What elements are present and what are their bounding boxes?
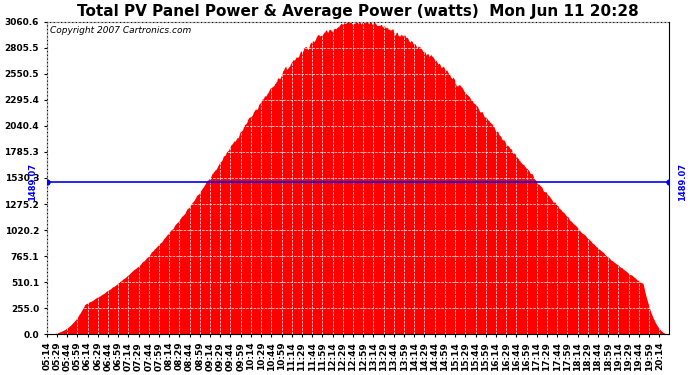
Title: Total PV Panel Power & Average Power (watts)  Mon Jun 11 20:28: Total PV Panel Power & Average Power (wa… (77, 4, 639, 19)
Text: 1489.07: 1489.07 (28, 163, 37, 201)
Text: Copyright 2007 Cartronics.com: Copyright 2007 Cartronics.com (50, 26, 191, 35)
Text: 1489.07: 1489.07 (678, 163, 687, 201)
